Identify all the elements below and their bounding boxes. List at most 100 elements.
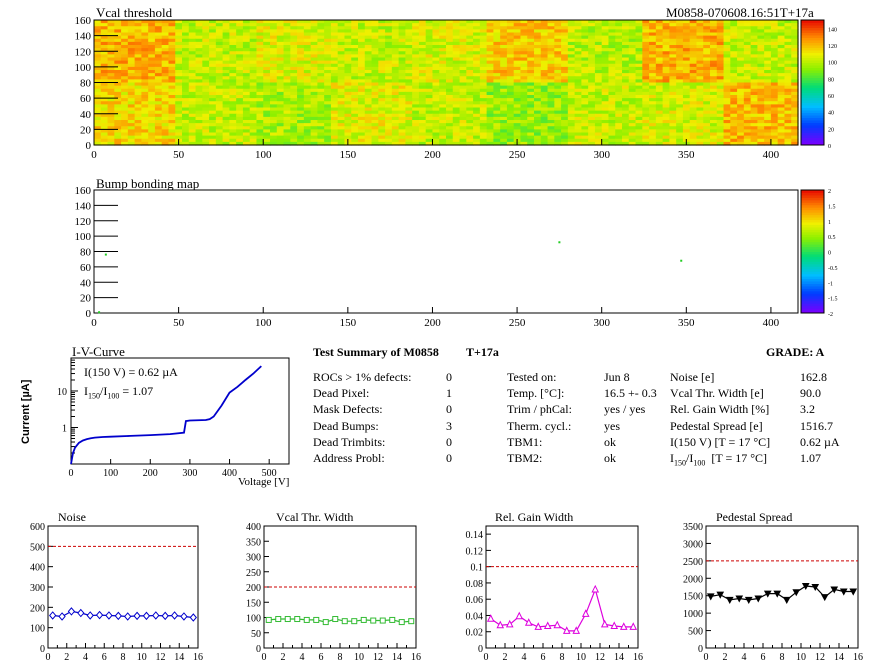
gain-width-chart-point xyxy=(610,621,619,630)
condition-row-value: 16.5 +- 0.3 xyxy=(604,386,657,401)
bump-map-colorbar-label: -1.5 xyxy=(828,297,838,303)
heatmap-xtick-label: 250 xyxy=(509,149,526,161)
gain-width-chart-xtick-label: 14 xyxy=(614,652,624,663)
heatmap-colorbar-band xyxy=(801,127,824,131)
gain-width-chart-xtick-label: 6 xyxy=(541,652,546,663)
vcal-width-chart-xtick-label: 16 xyxy=(411,652,421,663)
vcal-width-chart-ytick-label: 50 xyxy=(251,629,261,640)
pedestal-spread-chart-ytick-label: 1500 xyxy=(683,592,703,603)
bump-map-colorbar-band xyxy=(801,263,824,267)
heatmap-colorbar-band xyxy=(801,37,824,41)
bump-map-ytick-label: 100 xyxy=(75,231,92,243)
bump-map-colorbar-band xyxy=(801,212,824,216)
bump-map-colorbar-band xyxy=(801,258,824,262)
pedestal-spread-chart-point xyxy=(849,588,858,596)
module-id-label: M0858-070608.16:51T+17a xyxy=(666,5,814,20)
noise-chart-point xyxy=(86,611,94,620)
bump-map-ytick-label: 40 xyxy=(80,277,92,289)
iv-xtick-label: 200 xyxy=(143,468,158,479)
defect-row-label: ROCs > 1% defects: xyxy=(313,370,412,384)
gain-width-title: Rel. Gain Width xyxy=(495,510,574,524)
heatmap-colorbar-band xyxy=(801,80,824,83)
noise-chart-series-line xyxy=(52,610,194,619)
condition-row-label: Temp. [°C]: xyxy=(507,386,565,401)
heatmap-colorbar-band xyxy=(801,50,824,53)
bump-map-xtick-label: 300 xyxy=(593,317,610,329)
heatmap-colorbar-label: 140 xyxy=(828,27,837,33)
bump-map-colorbar-label: 2 xyxy=(828,189,831,195)
bump-map-colorbar-band xyxy=(801,281,824,284)
vcal-width-chart-point xyxy=(294,616,301,623)
vcal-width-chart-point xyxy=(370,617,377,624)
bump-map-point xyxy=(558,241,561,244)
vcal-width-chart-ytick-label: 350 xyxy=(246,537,261,548)
heatmap-colorbar-band xyxy=(801,97,824,101)
bump-map-xtick-label: 350 xyxy=(678,317,695,329)
bump-map-colorbar-band xyxy=(801,221,824,225)
noise-chart-point xyxy=(49,611,57,620)
heatmap-xtick-label: 200 xyxy=(424,149,441,161)
bump-map-colorbar-label: 0 xyxy=(828,251,831,257)
heatmap-colorbar-band xyxy=(801,77,824,81)
iv-curve-line xyxy=(70,365,262,465)
noise-chart-point xyxy=(152,611,160,620)
heatmap-ytick-label: 120 xyxy=(75,46,92,58)
bump-map-colorbar-band xyxy=(801,308,824,312)
vcal-width-chart-point xyxy=(379,617,386,624)
gain-width-chart-point xyxy=(524,618,533,626)
bump-map-colorbar-band xyxy=(801,249,824,252)
heatmap-xtick-label: 350 xyxy=(678,149,695,161)
vcal-width-chart-xtick-label: 10 xyxy=(354,652,364,663)
condition-row-value: yes xyxy=(604,418,620,433)
noise-chart-point xyxy=(170,611,179,620)
bump-map-xtick-label: 150 xyxy=(340,317,357,329)
bump-map-colorbar-band xyxy=(801,266,824,270)
gain-width-chart-xtick-label: 10 xyxy=(576,652,586,663)
bump-map-ytick-label: 120 xyxy=(75,216,92,228)
bump-map-colorbar-band xyxy=(801,256,824,260)
gain-width-chart-point xyxy=(591,584,600,593)
defect-row-label: Dead Bumps: xyxy=(313,418,379,433)
heatmap-colorbar-band xyxy=(801,27,824,31)
bump-map-colorbar-band xyxy=(801,283,824,287)
bump-map-colorbar-band xyxy=(801,231,824,235)
pedestal-spread-chart-xtick-label: 12 xyxy=(815,652,825,663)
noise-chart-ytick-label: 100 xyxy=(30,624,45,635)
heatmap-colorbar-label: 40 xyxy=(828,111,834,117)
condition-row-value: ok xyxy=(604,434,616,449)
heatmap-colorbar-label: 100 xyxy=(828,61,837,67)
heatmap-colorbar-band xyxy=(801,70,824,73)
heatmap-colorbar-label: 20 xyxy=(828,127,834,133)
pedestal-spread-chart-point xyxy=(811,584,820,592)
vcal-width-chart-point xyxy=(332,616,339,623)
gain-width-chart-xtick-label: 16 xyxy=(633,652,643,663)
bump-map-xtick-label: 0 xyxy=(91,317,97,329)
gain-width-chart-point xyxy=(619,622,628,630)
defect-row-value: 1 xyxy=(446,386,452,401)
heatmap-colorbar-band xyxy=(801,87,824,91)
vcal-width-chart-xtick-label: 12 xyxy=(373,652,383,663)
gain-width-chart-ytick-label: 0.06 xyxy=(466,595,484,606)
gain-width-chart-point xyxy=(486,614,495,622)
bump-map-xtick-label: 400 xyxy=(763,317,780,329)
bump-map-colorbar-band xyxy=(801,234,824,238)
heatmap-colorbar-band xyxy=(801,40,824,43)
result-row-value: 0.62 µA xyxy=(800,434,840,449)
heatmap-colorbar-band xyxy=(801,57,824,61)
bump-map-colorbar-band xyxy=(801,199,824,203)
gain-width-chart-point xyxy=(543,621,552,630)
iv-xlabel: Voltage [V] xyxy=(238,476,290,488)
gain-width-chart-series-line xyxy=(490,587,634,632)
iv-xtick-label: 400 xyxy=(222,468,237,479)
vcal-width-chart-point xyxy=(408,618,415,625)
bump-map-colorbar-band xyxy=(801,214,824,218)
bump-map-point xyxy=(104,253,107,256)
heatmap-colorbar-band xyxy=(801,140,824,143)
defect-row-value: 0 xyxy=(446,434,452,449)
bump-map-colorbar-band xyxy=(801,300,824,304)
heatmap-colorbar-band xyxy=(801,75,824,78)
result-row-label: Vcal Thr. Width [e] xyxy=(670,386,764,401)
pedestal-spread-chart-point xyxy=(706,593,715,601)
vcal-width-chart-point xyxy=(322,619,329,626)
